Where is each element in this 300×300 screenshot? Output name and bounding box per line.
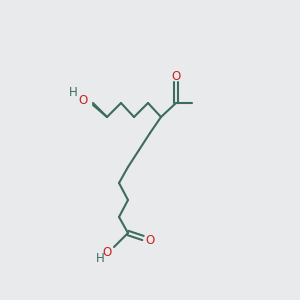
Text: O: O [78,94,88,106]
Text: H: H [96,253,104,266]
Text: O: O [146,233,154,247]
Text: O: O [102,245,112,259]
Text: O: O [171,70,181,83]
Text: H: H [69,86,77,100]
